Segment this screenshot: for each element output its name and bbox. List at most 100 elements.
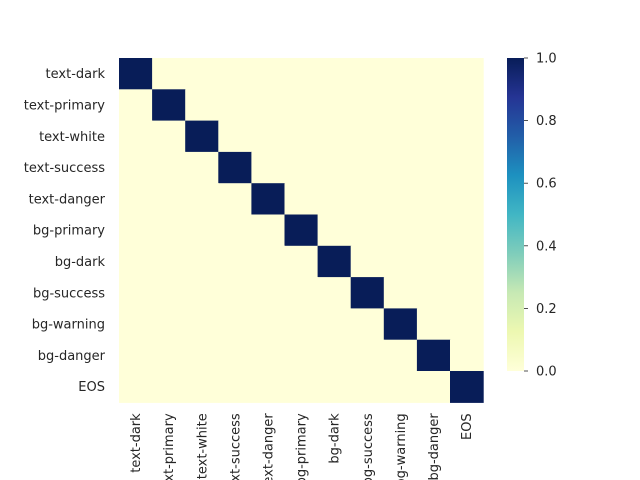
heatmap-cell [383,151,418,184]
heatmap-cell [350,308,385,341]
heatmap-cell [218,214,252,247]
heatmap-cell [383,277,418,309]
heatmap-cell [350,245,385,278]
heatmap-cell [450,120,484,153]
heatmap-cell [416,308,451,341]
heatmap-cell [416,89,451,122]
heatmap-cell [251,151,286,184]
heatmap-cell [185,214,219,247]
heatmap-cell [152,58,186,90]
heatmap-cell [218,183,252,216]
heatmap-cell [119,58,153,90]
colorbar-ticks: 0.0 0.2 0.4 0.6 0.8 1.0 [524,52,557,380]
colorbar-tick-label: 0.0 [536,365,557,380]
colorbar-tick-label: 1.0 [536,52,557,67]
colorbar-tick-label: 0.6 [536,177,557,192]
heatmap-cell [218,120,252,153]
x-tick-label: text-success [228,413,243,480]
heatmap-cell [284,277,319,309]
heatmap-cell [152,371,186,403]
colorbar-tick-label: 0.2 [536,302,557,317]
y-tick-label: EOS [78,380,105,395]
heatmap-cell [450,151,484,184]
heatmap-cell [383,120,418,153]
heatmap-cell [185,277,219,309]
colorbar-tick-label: 0.4 [536,239,557,254]
heatmap-cell [284,58,319,90]
heatmap-cell [284,308,319,341]
heatmap-cell [119,120,153,153]
heatmap-cell [152,339,186,372]
x-tick-label: bg-danger [427,413,442,480]
x-tick-label: EOS [460,413,475,440]
heatmap-cell [119,183,153,216]
heatmap-cell [416,371,451,403]
x-tick-label: bg-dark [328,413,343,464]
heatmap-cell [416,151,451,184]
heatmap-cell [450,277,484,309]
heatmap-cell [251,277,286,309]
y-tick-label: text-white [39,130,105,145]
y-tick-label: bg-dark [55,255,106,270]
heatmap-cell [350,58,385,90]
x-tick-label: text-white [195,413,210,479]
heatmap-cell [317,183,352,216]
heatmap-cell [185,183,219,216]
heatmap-cell [185,89,219,122]
heatmap-cell [383,89,418,122]
heatmap-cell [251,214,286,247]
heatmap-cell [119,245,153,278]
heatmap-cell [218,89,252,122]
heatmap-cell [284,339,319,372]
heatmap-cell [416,339,451,372]
heatmap-cell [218,339,252,372]
heatmap-cell [317,58,352,90]
heatmap-cell [185,120,219,153]
heatmap-cell [218,308,252,341]
heatmap-cell [284,120,319,153]
heatmap-cell [119,371,153,403]
x-tick-label: bg-warning [394,413,409,480]
heatmap-cell [350,89,385,122]
heatmap-cell [218,371,252,403]
heatmap-cell [450,58,484,90]
heatmap-cell [383,183,418,216]
heatmap-cell [152,120,186,153]
heatmap-cell [251,339,286,372]
x-tick-label: bg-success [361,413,376,480]
heatmap-cell [416,58,451,90]
y-tick-label: text-primary [24,99,106,114]
colorbar-gradient [507,58,524,371]
heatmap-cell [251,245,286,278]
heatmap-cell [450,214,484,247]
x-tick-label: text-danger [262,413,277,480]
heatmap-cell [317,151,352,184]
x-tick-label: text-dark [129,413,144,473]
heatmap-cell [450,371,484,403]
y-tick-label: bg-primary [33,224,105,239]
heatmap-cell [350,183,385,216]
heatmap-cell [450,89,484,122]
heatmap-cell [119,277,153,309]
heatmap-cell [218,245,252,278]
heatmap-cells [119,58,484,403]
heatmap-cell [450,245,484,278]
heatmap-cell [218,277,252,309]
heatmap-cell [317,245,352,278]
colorbar [507,58,524,371]
heatmap-cell [251,89,286,122]
heatmap-cell [251,308,286,341]
heatmap-cell [317,120,352,153]
heatmap-cell [251,120,286,153]
heatmap-cell [350,151,385,184]
y-tick-label: bg-danger [38,349,106,364]
heatmap-cell [350,214,385,247]
heatmap-cell [383,245,418,278]
heatmap-cell [284,214,319,247]
heatmap-cell [383,339,418,372]
heatmap-cell [416,245,451,278]
heatmap-cell [152,214,186,247]
heatmap-cell [416,214,451,247]
heatmap-cell [383,58,418,90]
